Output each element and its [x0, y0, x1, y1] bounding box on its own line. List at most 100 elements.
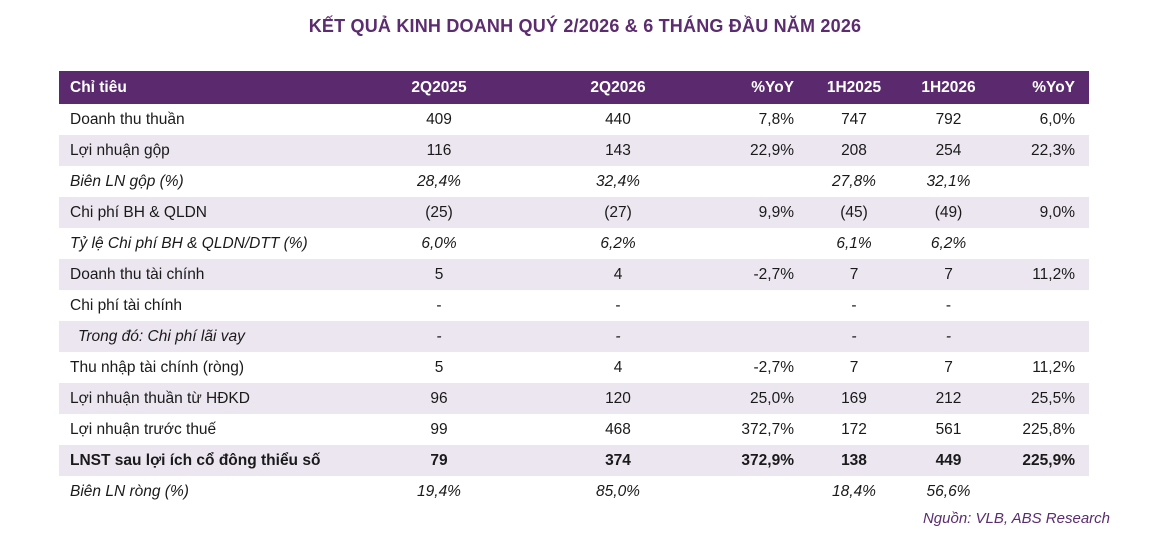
cell-yoy-quarter: 25,0% — [750, 389, 794, 407]
cell-1h2026: (49) — [934, 203, 963, 221]
cell-1h2025: 7 — [849, 265, 859, 283]
header-yoy-quarter: %YoY — [751, 78, 794, 96]
table-row: Biên LN ròng (%) 19,4% 85,0% 18,4% 56,6% — [59, 476, 1089, 507]
cell-1h2026: 792 — [935, 110, 962, 128]
source-note: Nguồn: VLB, ABS Research — [922, 510, 1110, 527]
cell-1h2026: - — [945, 296, 952, 314]
table-row: Doanh thu tài chính 5 4 -2,7% 7 7 11,2% — [59, 259, 1089, 290]
cell-2q2026: 32,4% — [596, 172, 640, 190]
header-label: Chỉ tiêu — [70, 78, 127, 96]
cell-2q2026: 440 — [605, 110, 631, 128]
cell-yoy-quarter: 7,8% — [758, 110, 794, 128]
row-label: Lợi nhuận gộp — [70, 141, 170, 159]
row-label: Biên LN gộp (%) — [70, 172, 184, 190]
cell-1h2026: 449 — [935, 451, 962, 469]
cell-yoy-half: 25,5% — [1031, 389, 1075, 407]
row-label: Lợi nhuận thuần từ HĐKD — [70, 389, 250, 407]
cell-1h2026: 254 — [935, 141, 962, 159]
table-row: Trong đó: Chi phí lãi vay - - - - — [59, 321, 1089, 352]
cell-1h2026: - — [945, 327, 952, 345]
cell-yoy-half: 11,2% — [1032, 358, 1075, 376]
cell-1h2025: 18,4% — [832, 482, 876, 500]
cell-1h2025: 6,1% — [836, 234, 872, 252]
cell-yoy-quarter — [698, 290, 808, 321]
cell-1h2025: 27,8% — [832, 172, 876, 190]
header-1h2025: 1H2025 — [826, 78, 882, 96]
row-label: Chi phí tài chính — [70, 296, 183, 314]
cell-yoy-half: 6,0% — [1039, 110, 1075, 128]
table-row: Tỷ lệ Chi phí BH & QLDN/DTT (%) 6,0% 6,2… — [59, 228, 1089, 259]
cell-1h2025: 7 — [849, 358, 859, 376]
row-label: Tỷ lệ Chi phí BH & QLDN/DTT (%) — [70, 234, 308, 252]
header-1h2026: 1H2026 — [921, 78, 976, 96]
cell-yoy-quarter — [698, 228, 808, 259]
cell-yoy-half: 225,8% — [1022, 420, 1075, 438]
table-row: Lợi nhuận thuần từ HĐKD 96 120 25,0% 169… — [59, 383, 1089, 414]
cell-yoy-quarter: 372,7% — [741, 420, 794, 438]
page-title: KẾT QUẢ KINH DOANH QUÝ 2/2026 & 6 THÁNG … — [308, 16, 862, 36]
cell-2q2025: (25) — [425, 203, 453, 221]
row-label: Biên LN ròng (%) — [70, 482, 189, 500]
cell-2q2025: 79 — [430, 451, 448, 469]
cell-1h2026: 212 — [935, 389, 962, 407]
table-row: LNST sau lợi ích cổ đông thiểu số 79 374… — [59, 445, 1089, 476]
cell-yoy-half: 11,2% — [1032, 265, 1075, 283]
cell-2q2026: - — [615, 327, 621, 345]
table-row: Lợi nhuận trước thuế 99 468 372,7% 172 5… — [59, 414, 1089, 445]
cell-1h2025: 138 — [841, 451, 867, 469]
cell-1h2025: 169 — [841, 389, 867, 407]
cell-2q2026: 6,2% — [600, 234, 636, 252]
cell-yoy-quarter: 9,9% — [758, 203, 794, 221]
cell-1h2026: 7 — [944, 358, 953, 376]
cell-yoy-half: 22,3% — [1031, 141, 1075, 159]
cell-2q2026: 85,0% — [596, 482, 640, 500]
cell-yoy-quarter: -2,7% — [753, 265, 795, 283]
cell-2q2026: 120 — [605, 389, 631, 407]
header-yoy-half: %YoY — [1032, 78, 1075, 96]
header-2q2026: 2Q2026 — [590, 78, 646, 96]
cell-yoy-half — [997, 476, 1089, 507]
cell-2q2025: 116 — [426, 141, 452, 159]
table-row: Chi phí tài chính - - - - — [59, 290, 1089, 321]
cell-2q2026: (27) — [604, 203, 632, 221]
cell-yoy-quarter — [698, 476, 808, 507]
results-table: Chỉ tiêu 2Q2025 2Q2026 %YoY 1H2025 1H202… — [59, 71, 1089, 507]
table-header-row: Chỉ tiêu 2Q2025 2Q2026 %YoY 1H2025 1H202… — [59, 71, 1089, 104]
row-label: Doanh thu tài chính — [70, 265, 205, 283]
table-row: Doanh thu thuần 409 440 7,8% 747 792 6,0… — [59, 104, 1089, 135]
cell-1h2025: 172 — [841, 420, 867, 438]
row-label: LNST sau lợi ích cổ đông thiểu số — [70, 451, 321, 469]
cell-2q2025: - — [436, 296, 442, 314]
cell-2q2025: - — [436, 327, 442, 345]
cell-yoy-half — [997, 321, 1089, 352]
table-row: Thu nhập tài chính (ròng) 5 4 -2,7% 7 7 … — [59, 352, 1089, 383]
cell-2q2025: 99 — [430, 420, 448, 438]
cell-1h2026: 32,1% — [926, 172, 971, 190]
cell-yoy-half — [997, 290, 1089, 321]
table-row: Biên LN gộp (%) 28,4% 32,4% 27,8% 32,1% — [59, 166, 1089, 197]
cell-yoy-half: 225,9% — [1022, 451, 1075, 469]
cell-2q2025: 5 — [434, 358, 444, 376]
cell-1h2025: 747 — [841, 110, 867, 128]
cell-yoy-quarter — [698, 321, 808, 352]
table-row: Chi phí BH & QLDN (25) (27) 9,9% (45) (4… — [59, 197, 1089, 228]
cell-1h2025: - — [851, 296, 857, 314]
cell-2q2026: - — [615, 296, 621, 314]
cell-2q2025: 28,4% — [417, 172, 461, 190]
cell-2q2025: 409 — [426, 110, 452, 128]
table-row: Lợi nhuận gộp 116 143 22,9% 208 254 22,3… — [59, 135, 1089, 166]
cell-2q2025: 19,4% — [417, 482, 461, 500]
cell-1h2026: 6,2% — [930, 234, 967, 252]
row-label: Lợi nhuận trước thuế — [70, 420, 217, 438]
row-label: Chi phí BH & QLDN — [70, 203, 207, 221]
cell-2q2026: 4 — [613, 265, 623, 283]
cell-yoy-half — [997, 166, 1089, 197]
cell-1h2025: 208 — [841, 141, 867, 159]
cell-1h2026: 561 — [935, 420, 962, 438]
cell-2q2026: 4 — [613, 358, 623, 376]
cell-2q2025: 96 — [430, 389, 448, 407]
cell-1h2026: 7 — [944, 265, 953, 283]
cell-yoy-quarter: 372,9% — [741, 451, 794, 469]
row-label: Thu nhập tài chính (ròng) — [70, 358, 245, 376]
row-label: Doanh thu thuần — [70, 110, 185, 128]
